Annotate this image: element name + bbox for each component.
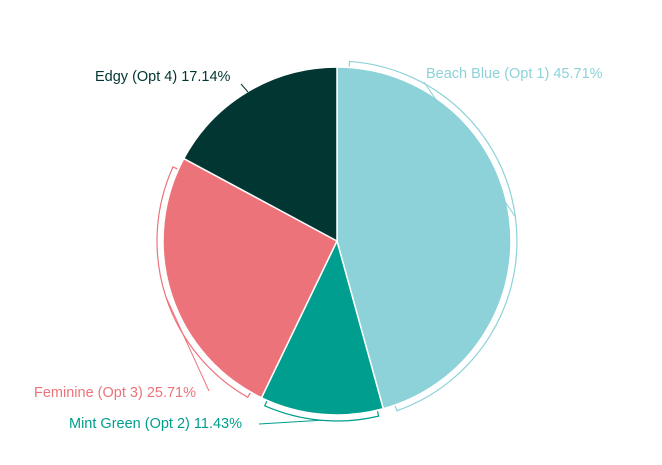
slice-labels: Beach Blue (Opt 1) 45.71% Mint Green (Opt… [34,66,603,432]
leader-line-edgy-opt-4 [240,83,249,93]
slice-label-feminine-opt-3: Feminine (Opt 3) 25.71% [34,385,196,401]
label-brackets [156,60,518,425]
leader-line-beach-blue-opt-1 [423,81,516,218]
slice-label-beach-blue-opt-1: Beach Blue (Opt 1) 45.71% [426,66,603,82]
slice-label-mint-green-opt-2: Mint Green (Opt 2) 11.43% [69,416,242,432]
leader-line-mint-green-opt-2 [258,419,321,425]
pie-slice-mint-green-opt-2 [260,238,385,416]
slice-label-edgy-opt-4: Edgy (Opt 4) 17.14% [95,69,231,85]
label-bracket-feminine-opt-3 [156,166,251,399]
pie-slice-beach-blue-opt-1 [336,66,512,410]
pie-slices [162,66,512,416]
leader-line-feminine-opt-3 [165,296,210,392]
label-bracket-mint-green-opt-2 [263,401,380,422]
